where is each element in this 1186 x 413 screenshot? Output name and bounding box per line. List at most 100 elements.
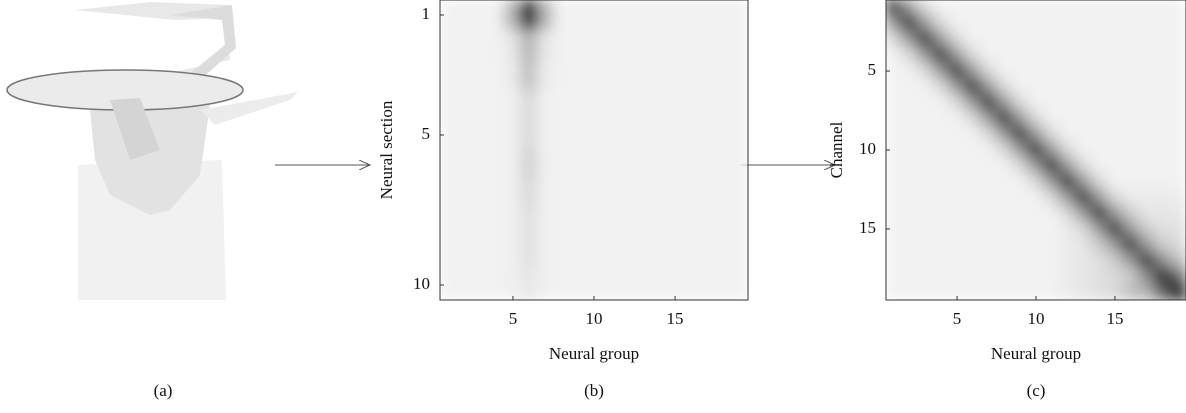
cell: [886, 47, 903, 64]
cell: [901, 126, 918, 143]
cell: [1059, 110, 1076, 127]
cell: [585, 30, 602, 61]
cell: [602, 270, 619, 301]
cell: [980, 78, 997, 95]
cell: [964, 142, 981, 159]
cell: [650, 210, 667, 241]
cell: [1012, 31, 1029, 48]
cell: [1043, 15, 1060, 32]
cell: [488, 90, 505, 121]
heatmap-cells: [886, 0, 1186, 301]
cell: [699, 60, 716, 91]
cell: [472, 120, 489, 151]
cell: [731, 30, 748, 61]
cell: [666, 180, 683, 211]
cell: [1059, 252, 1076, 269]
cell: [1170, 110, 1186, 127]
cell: [1091, 126, 1108, 143]
cell: [1043, 31, 1060, 48]
cell: [917, 205, 934, 222]
cell: [917, 268, 934, 285]
cell: [1138, 31, 1155, 48]
cell: [650, 240, 667, 271]
cell: [1075, 173, 1092, 190]
cell: [949, 31, 966, 48]
cell: [440, 210, 457, 241]
cell: [699, 180, 716, 211]
cell: [949, 0, 966, 16]
x-axis-label: Neural group: [549, 344, 639, 363]
cell: [1138, 189, 1155, 206]
cell: [683, 60, 700, 91]
cell: [1122, 236, 1139, 253]
cell: [553, 270, 570, 301]
cell: [650, 0, 667, 31]
cell: [1138, 126, 1155, 143]
cell: [1091, 15, 1108, 32]
caption: (b): [584, 381, 604, 400]
cell: [917, 94, 934, 111]
cell: [1059, 221, 1076, 238]
cell: [521, 210, 538, 241]
cell: [521, 270, 538, 301]
cell: [1107, 268, 1124, 285]
cell: [650, 150, 667, 181]
cell: [1091, 63, 1108, 80]
cell: [1154, 157, 1171, 174]
cell: [1075, 189, 1092, 206]
cell: [1059, 126, 1076, 143]
cell: [1091, 284, 1108, 301]
cell: [901, 31, 918, 48]
cell: [1138, 284, 1155, 301]
cell: [980, 15, 997, 32]
cell: [699, 90, 716, 121]
cell: [964, 157, 981, 174]
cell: [1075, 268, 1092, 285]
cell: [1107, 236, 1124, 253]
cell: [634, 210, 651, 241]
cell: [488, 0, 505, 31]
cell: [585, 180, 602, 211]
cell: [602, 60, 619, 91]
cell: [1059, 268, 1076, 285]
cell: [1075, 110, 1092, 127]
cell: [440, 180, 457, 211]
cell: [1012, 205, 1029, 222]
cell: [585, 150, 602, 181]
cell: [521, 120, 538, 151]
cell: [886, 284, 903, 301]
cell: [1170, 252, 1186, 269]
y-axis-label: Channel: [827, 121, 846, 178]
cell: [569, 60, 586, 91]
cell: [1028, 205, 1045, 222]
cell: [1154, 221, 1171, 238]
cell: [650, 90, 667, 121]
cell: [440, 90, 457, 121]
cell: [472, 240, 489, 271]
cell: [1170, 157, 1186, 174]
cell: [1107, 189, 1124, 206]
cell: [1091, 94, 1108, 111]
cell: [949, 126, 966, 143]
cell: [488, 210, 505, 241]
cell: [1012, 157, 1029, 174]
cell: [917, 15, 934, 32]
cell: [634, 150, 651, 181]
cell: [666, 60, 683, 91]
cell: [949, 94, 966, 111]
cell: [1170, 126, 1186, 143]
cell: [964, 110, 981, 127]
cell: [731, 90, 748, 121]
cell: [1138, 252, 1155, 269]
cell: [602, 210, 619, 241]
cell: [933, 0, 950, 16]
cell: [996, 205, 1013, 222]
cell: [901, 252, 918, 269]
cell: [1122, 142, 1139, 159]
cell: [683, 240, 700, 271]
cell: [1028, 47, 1045, 64]
cell: [618, 30, 635, 61]
cell: [901, 0, 918, 16]
cell: [618, 240, 635, 271]
cell: [683, 90, 700, 121]
